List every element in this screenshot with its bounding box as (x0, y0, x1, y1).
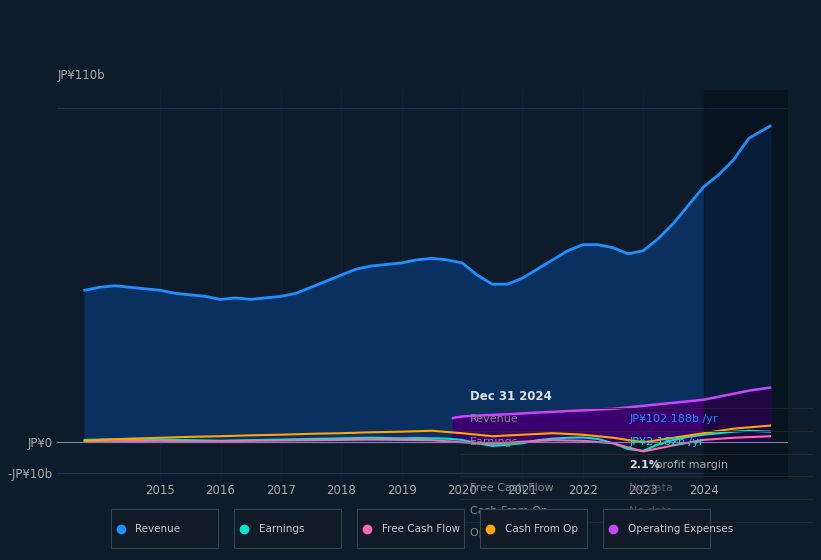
Text: Operating Expenses: Operating Expenses (628, 524, 733, 534)
Text: Earnings: Earnings (470, 437, 519, 447)
FancyBboxPatch shape (603, 509, 710, 548)
Text: Earnings: Earnings (259, 524, 304, 534)
Bar (704, 90, 788, 479)
Text: Free Cash Flow: Free Cash Flow (382, 524, 460, 534)
Text: Free Cash Flow: Free Cash Flow (470, 483, 554, 493)
FancyBboxPatch shape (234, 509, 341, 548)
FancyBboxPatch shape (111, 509, 218, 548)
FancyBboxPatch shape (357, 509, 464, 548)
Text: Operating Expenses: Operating Expenses (470, 529, 583, 539)
Text: No data: No data (629, 506, 673, 516)
Text: Cash From Op: Cash From Op (470, 506, 548, 516)
Text: Revenue: Revenue (135, 524, 181, 534)
FancyBboxPatch shape (480, 509, 587, 548)
Text: Revenue: Revenue (470, 414, 519, 424)
Text: JP¥16.922b /yr: JP¥16.922b /yr (629, 529, 711, 539)
Text: Dec 31 2024: Dec 31 2024 (470, 390, 553, 403)
Text: Cash From Op: Cash From Op (505, 524, 578, 534)
Text: JP¥102.188b /yr: JP¥102.188b /yr (629, 414, 718, 424)
Text: 2.1%: 2.1% (629, 460, 660, 470)
Text: No data: No data (629, 483, 673, 493)
Text: profit margin: profit margin (652, 460, 728, 470)
Text: JP¥110b: JP¥110b (57, 69, 105, 82)
Text: JP¥2.182b /yr: JP¥2.182b /yr (629, 437, 704, 447)
